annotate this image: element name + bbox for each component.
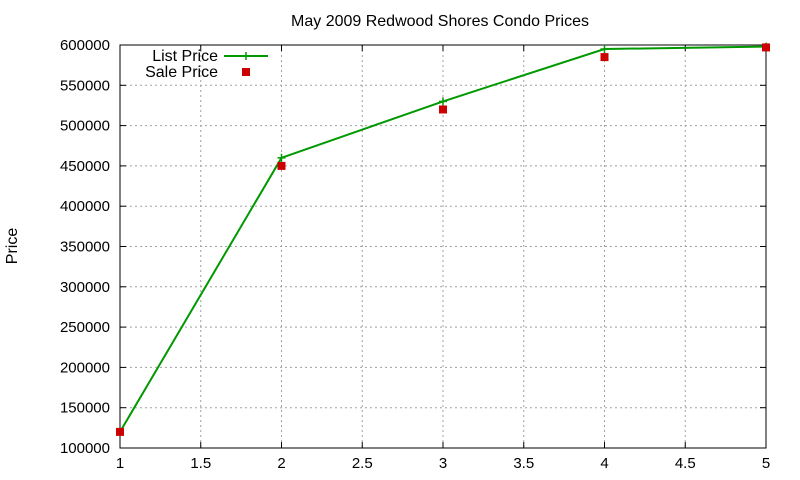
y-tick-label: 450000 bbox=[60, 158, 110, 175]
data-point-square bbox=[600, 53, 609, 62]
y-tick-label: 250000 bbox=[60, 319, 110, 336]
y-axis-label: Price bbox=[4, 228, 21, 265]
data-point-square bbox=[116, 427, 124, 436]
legend-item-list-price: List Price bbox=[152, 48, 268, 65]
y-tick-label: 200000 bbox=[60, 359, 110, 376]
legend-item-sale-price: Sale Price bbox=[145, 64, 250, 81]
data-point-square bbox=[277, 161, 286, 170]
x-tick-label: 3.5 bbox=[513, 455, 534, 472]
y-tick-label: 400000 bbox=[60, 198, 110, 215]
x-tick-label: 4 bbox=[600, 455, 608, 472]
legend-label: Sale Price bbox=[145, 64, 218, 81]
x-tick-label: 1.5 bbox=[190, 455, 211, 472]
y-axis-ticks: 100000 150000 200000 250000 300000 350000 4000… bbox=[60, 37, 766, 457]
data-point-plus bbox=[600, 45, 609, 54]
y-tick-label: 550000 bbox=[60, 77, 110, 94]
data-point-square bbox=[762, 43, 770, 52]
y-tick-label: 350000 bbox=[60, 239, 110, 256]
x-tick-label: 2 bbox=[277, 455, 285, 472]
x-tick-label: 3 bbox=[439, 455, 447, 472]
series-sale-price bbox=[116, 43, 770, 436]
legend-label: List Price bbox=[152, 48, 218, 65]
y-tick-label: 100000 bbox=[60, 440, 110, 457]
y-tick-label: 150000 bbox=[60, 400, 110, 417]
x-tick-label: 1 bbox=[116, 455, 124, 472]
chart-title: May 2009 Redwood Shores Condo Prices bbox=[291, 13, 589, 30]
legend-square-marker bbox=[242, 68, 250, 76]
grid-lines bbox=[120, 45, 766, 448]
y-tick-label: 600000 bbox=[60, 37, 110, 54]
y-tick-label: 300000 bbox=[60, 279, 110, 296]
plot-frame bbox=[119, 44, 767, 449]
x-tick-label: 4.5 bbox=[675, 455, 696, 472]
y-tick-label: 500000 bbox=[60, 118, 110, 135]
x-axis-ticks: 1 1.5 2 2.5 3 3.5 4 4.5 5 bbox=[116, 45, 770, 472]
data-point-plus bbox=[439, 97, 447, 106]
x-tick-label: 5 bbox=[762, 455, 770, 472]
data-point-plus bbox=[277, 153, 286, 162]
data-point-square bbox=[439, 105, 447, 114]
x-tick-label: 2.5 bbox=[352, 455, 373, 472]
series-layer bbox=[116, 42, 770, 436]
